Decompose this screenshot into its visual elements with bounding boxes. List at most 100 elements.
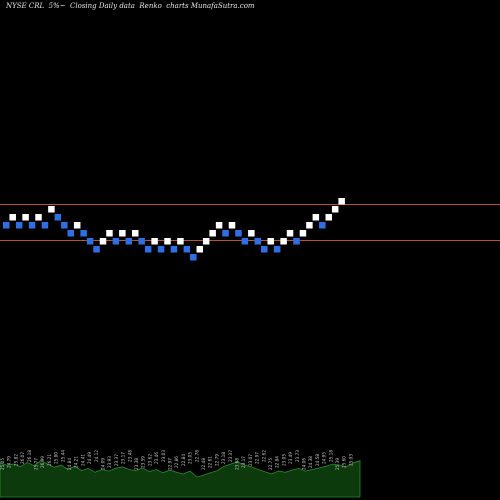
renko-brick-up — [9, 214, 16, 221]
renko-brick-up — [196, 246, 203, 253]
renko-brick-up — [331, 206, 339, 213]
volume-value-label: 22.79 — [214, 454, 219, 466]
chart-title: NYSE CRL 5%~ Closing Daily data Renko ch… — [6, 2, 255, 10]
renko-brick-up — [73, 222, 81, 229]
renko-brick-up — [164, 238, 171, 245]
volume-value-label: 23.68 — [235, 458, 240, 470]
renko-brick-down — [86, 238, 94, 245]
renko-brick-down — [319, 222, 326, 229]
renko-brick-down — [235, 230, 242, 237]
volume-value-label: 23.17 — [241, 456, 246, 468]
renko-brick-up — [99, 238, 107, 245]
renko-brick-down — [222, 230, 229, 237]
volume-value-label: 26.21 — [47, 454, 52, 466]
volume-value-label: 24.95 — [322, 452, 327, 464]
renko-brick-down — [254, 238, 262, 245]
renko-brick-up — [215, 222, 223, 229]
volume-value-label: 26.99 — [40, 456, 45, 468]
renko-brick-up — [22, 214, 29, 221]
renko-brick-up — [177, 238, 184, 245]
volume-area-fill — [0, 460, 361, 498]
renko-brick-up — [325, 214, 332, 221]
volume-value-label: 26.18 — [27, 450, 32, 462]
volume-value-label: 25.44 — [60, 450, 65, 462]
volume-area — [0, 460, 361, 498]
renko-brick-down — [190, 254, 197, 261]
renko-brick-up — [132, 230, 139, 237]
volume-value-label: 25.77 — [34, 458, 39, 470]
volume-value-label: 24.21 — [74, 456, 79, 468]
renko-brick-down — [241, 238, 249, 245]
renko-brick-down — [15, 222, 23, 229]
renko-brick-up — [286, 230, 294, 237]
volume-value-label: 23.73 — [295, 450, 300, 462]
volume-value-label: 23.07 — [248, 454, 253, 466]
renko-brick-up — [48, 206, 55, 213]
volume-value-label: 23.05 — [281, 454, 286, 466]
renko-brick-up — [228, 222, 236, 229]
volume-value-label: 22.61 — [208, 456, 213, 468]
volume-value-label: 25.39 — [335, 458, 340, 470]
renko-brick-up — [280, 238, 287, 245]
renko-brick-down — [41, 222, 49, 229]
renko-brick-up — [151, 238, 158, 245]
volume-value-label: 23.17 — [121, 452, 126, 464]
volume-value-label: 23.38 — [134, 458, 139, 470]
renko-brick-up — [338, 198, 345, 205]
volume-value-label: 24.58 — [315, 454, 320, 466]
renko-brick-down — [138, 238, 145, 245]
volume-value-label: 22.97 — [168, 458, 173, 470]
renko-brick-up — [202, 238, 210, 245]
renko-brick-down — [157, 246, 165, 253]
renko-brick-down — [170, 246, 178, 253]
volume-value-label: 22.78 — [194, 450, 199, 462]
volume-value-label: 23.05 — [188, 452, 193, 464]
volume-value-label: 22.86 — [174, 456, 179, 468]
renko-brick-down — [293, 238, 300, 245]
renko-bricks — [3, 198, 345, 261]
volume-value-label: 24.12 — [94, 450, 99, 462]
renko-brick-up — [106, 230, 113, 237]
volume-value-label: 24.06 — [302, 458, 307, 470]
volume-value-label: 23.48 — [127, 450, 132, 462]
volume-value-label: 25.60 — [342, 456, 347, 468]
renko-brick-up — [35, 214, 42, 221]
renko-brick-up — [306, 222, 313, 229]
volume-value-label: 22.75 — [268, 458, 273, 470]
renko-brick-down — [144, 246, 152, 253]
renko-brick-down — [93, 246, 100, 253]
reference-level-lines — [0, 204, 500, 241]
renko-brick-down — [3, 222, 10, 229]
renko-brick-down — [183, 246, 191, 253]
volume-value-label: 25.05 — [0, 458, 5, 470]
volume-value-label: 23.03 — [161, 450, 166, 462]
volume-value-label: 22.62 — [261, 450, 266, 462]
renko-brick-down — [67, 230, 74, 237]
renko-brick-up — [312, 214, 320, 221]
volume-value-label: 24.38 — [308, 456, 313, 468]
volume-value-label: 23.37 — [228, 450, 233, 462]
volume-value-label: 25.93 — [348, 454, 353, 466]
renko-brick-down — [61, 222, 68, 229]
renko-brick-down — [112, 238, 120, 245]
renko-brick-down — [28, 222, 36, 229]
renko-brick-down — [273, 246, 281, 253]
volume-value-label: 23.49 — [288, 452, 293, 464]
volume-value-label: 26.07 — [20, 452, 25, 464]
renko-brick-down — [54, 214, 62, 221]
volume-value-label: 23.62 — [147, 454, 152, 466]
volume-value-label: 24.79 — [7, 456, 12, 468]
renko-brick-down — [80, 230, 87, 237]
volume-value-label: 24.84 — [67, 458, 72, 470]
renko-brick-up — [267, 238, 274, 245]
renko-brick-down — [125, 238, 133, 245]
volume-value-label: 23.93 — [107, 456, 112, 468]
volume-value-label: 24.41 — [80, 454, 85, 466]
renko-brick-up — [248, 230, 255, 237]
volume-value-label: 24.49 — [87, 452, 92, 464]
volume-value-label: 23.18 — [221, 452, 226, 464]
renko-brick-up — [119, 230, 126, 237]
volume-value-label: 22.84 — [181, 454, 186, 466]
volume-value-label: 23.46 — [154, 452, 159, 464]
